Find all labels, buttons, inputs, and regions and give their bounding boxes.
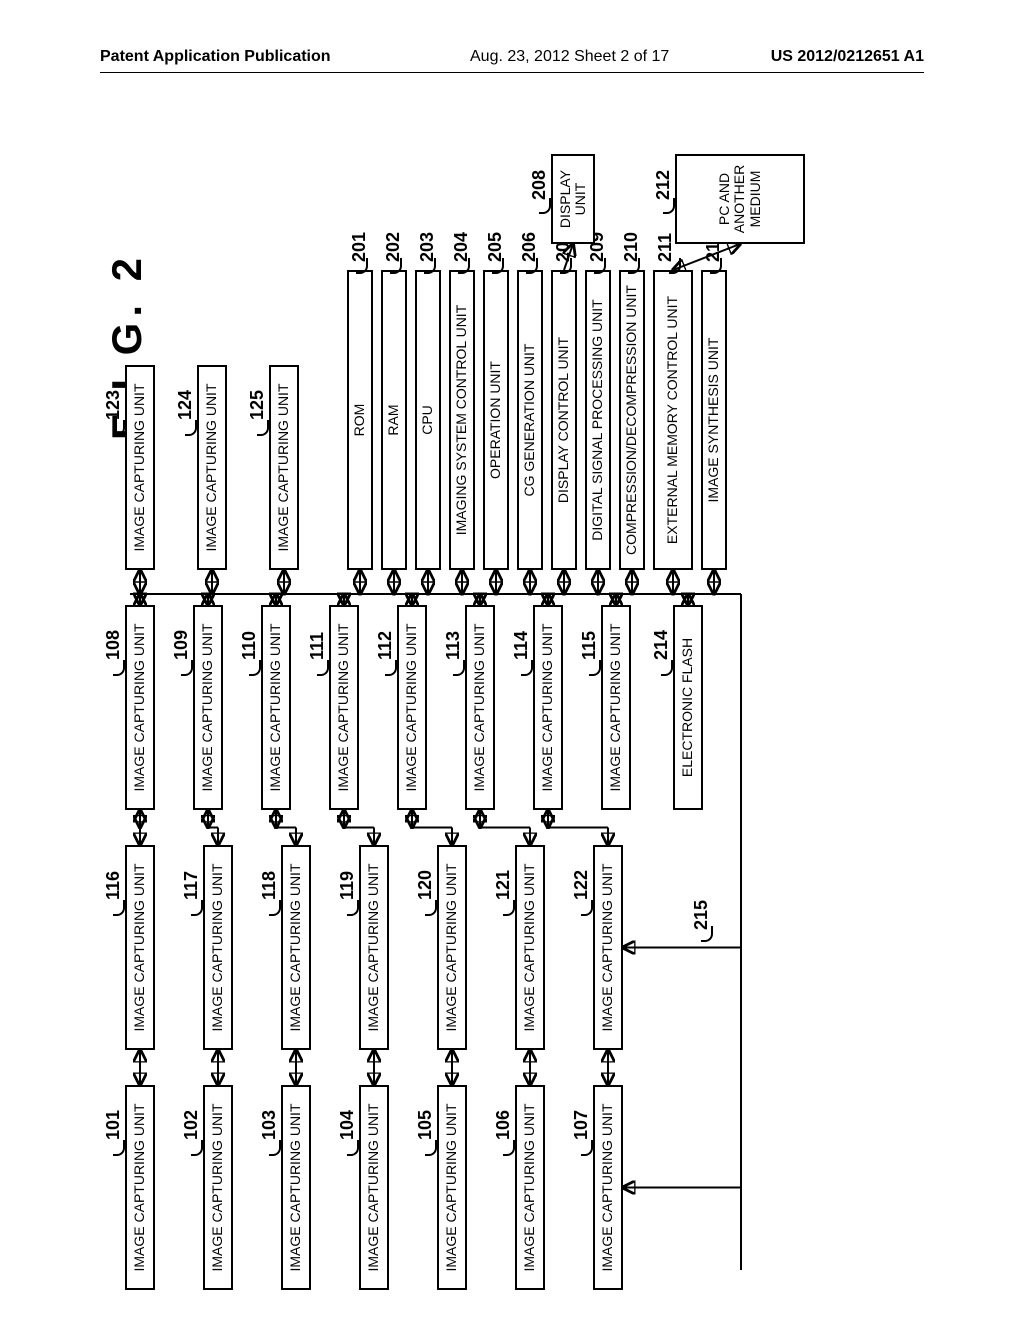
icu-114: IMAGE CAPTURING UNIT [533,605,563,810]
lbl-101: 101 [103,1110,124,1140]
icu-125: IMAGE CAPTURING UNIT [269,365,299,570]
blk-213: IMAGE SYNTHESIS UNIT [701,270,727,570]
lbl-105: 105 [415,1110,436,1140]
header-right: US 2012/0212651 A1 [771,48,924,66]
lbl-122: 122 [571,870,592,900]
lbl-107: 107 [571,1110,592,1140]
icu-123: IMAGE CAPTURING UNIT [125,365,155,570]
icu-106: IMAGE CAPTURING UNIT [515,1085,545,1290]
icu-122: IMAGE CAPTURING UNIT [593,845,623,1050]
header-left: Patent Application Publication [100,48,331,66]
icu-118: IMAGE CAPTURING UNIT [281,845,311,1050]
lbl-212: 212 [653,170,674,200]
icu-119: IMAGE CAPTURING UNIT [359,845,389,1050]
lbl-119: 119 [337,871,358,900]
display-unit: DISPLAY UNIT [551,154,595,244]
icu-116: IMAGE CAPTURING UNIT [125,845,155,1050]
lbl-117: 117 [181,871,202,900]
icu-108: IMAGE CAPTURING UNIT [125,605,155,810]
icu-107: IMAGE CAPTURING UNIT [593,1085,623,1290]
icu-121: IMAGE CAPTURING UNIT [515,845,545,1050]
lbl-103: 103 [259,1110,280,1140]
lbl-208: 208 [529,170,550,200]
blk-203: CPU [415,270,441,570]
lbl-113: 113 [443,631,464,660]
lbl-120: 120 [415,870,436,900]
icu-104: IMAGE CAPTURING UNIT [359,1085,389,1290]
icu-112: IMAGE CAPTURING UNIT [397,605,427,810]
lbl-114: 114 [511,631,532,660]
icu-120: IMAGE CAPTURING UNIT [437,845,467,1050]
header-rule [100,72,924,73]
header-middle: Aug. 23, 2012 Sheet 2 of 17 [470,48,669,66]
blk-202: RAM [381,270,407,570]
lbl-124: 124 [175,390,196,420]
icu-102: IMAGE CAPTURING UNIT [203,1085,233,1290]
lbl-104: 104 [337,1110,358,1140]
pc-medium: PC AND ANOTHER MEDIUM [675,154,805,244]
blk-205: OPERATION UNIT [483,270,509,570]
icu-115: IMAGE CAPTURING UNIT [601,605,631,810]
lbl-106: 106 [493,1110,514,1140]
lbl-214: 214 [651,630,672,660]
icu-110: IMAGE CAPTURING UNIT [261,605,291,810]
lbl-123: 123 [103,390,124,420]
blk-201: ROM [347,270,373,570]
lbl-110: 110 [239,631,260,660]
blk-207: DISPLAY CONTROL UNIT [551,270,577,570]
blk-210: COMPRESSION/DECOMPRESSION UNIT [619,270,645,570]
icu-103: IMAGE CAPTURING UNIT [281,1085,311,1290]
icu-105: IMAGE CAPTURING UNIT [437,1085,467,1290]
lbl-118: 118 [259,871,280,900]
blk-204: IMAGING SYSTEM CONTROL UNIT [449,270,475,570]
lbl-115: 115 [579,631,600,660]
electronic-flash: ELECTRONIC FLASH [673,605,703,810]
icu-101: IMAGE CAPTURING UNIT [125,1085,155,1290]
icu-124: IMAGE CAPTURING UNIT [197,365,227,570]
lbl-109: 109 [171,630,192,660]
lbl-125: 125 [247,390,268,420]
lbl-108: 108 [103,630,124,660]
blk-206: CG GENERATION UNIT [517,270,543,570]
lbl-112: 112 [375,631,396,660]
icu-113: IMAGE CAPTURING UNIT [465,605,495,810]
lbl-116: 116 [103,871,124,900]
lbl-102: 102 [181,1110,202,1140]
blk-209: DIGITAL SIGNAL PROCESSING UNIT [585,270,611,570]
lbl-111: 111 [307,632,328,660]
figure-stage: F I G. 2 IMAGE CAPTURING UNIT101IMAGE CA… [95,110,925,1290]
blk-211: EXTERNAL MEMORY CONTROL UNIT [653,270,693,570]
lbl-121: 121 [493,870,514,900]
icu-117: IMAGE CAPTURING UNIT [203,845,233,1050]
icu-111: IMAGE CAPTURING UNIT [329,605,359,810]
icu-109: IMAGE CAPTURING UNIT [193,605,223,810]
